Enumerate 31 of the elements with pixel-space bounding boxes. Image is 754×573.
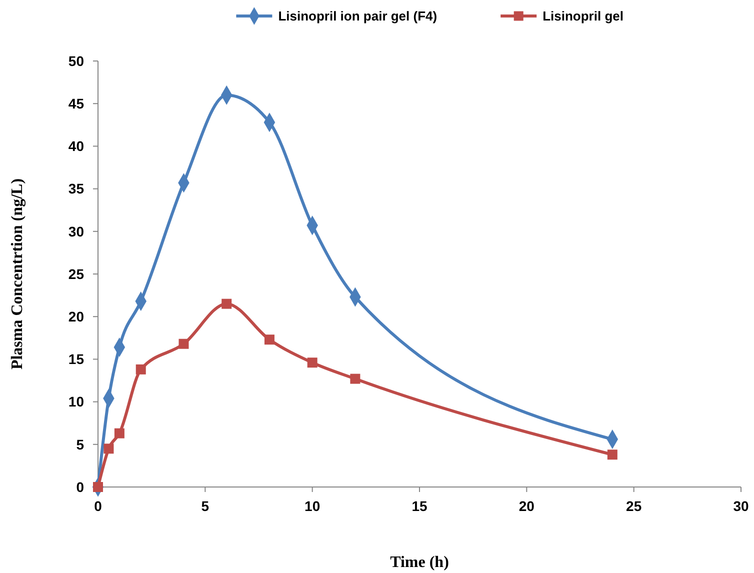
point (350, 374, 360, 384)
point (307, 358, 318, 368)
point (264, 334, 274, 345)
x-tick-label: 5 (201, 498, 210, 514)
x-tick-label: 30 (733, 498, 749, 514)
y-axis-title: Plasma Concentrtion (ng/L) (9, 178, 26, 370)
point (114, 428, 124, 438)
y-tick-label: 30 (68, 223, 84, 240)
legend-label: Lisinopril ion pair gel (F4) (278, 8, 438, 24)
x-tick-label: 25 (626, 498, 642, 514)
legend-label: Lisinopril gel (542, 8, 624, 24)
y-tick-label: 20 (68, 308, 84, 324)
point (222, 298, 232, 309)
point (607, 450, 618, 460)
y-tick-label: 45 (68, 96, 84, 112)
y-tick-label: 0 (76, 478, 84, 495)
x-axis-title: Time (h) (390, 554, 449, 571)
x-tick-label: 20 (518, 498, 535, 514)
y-tick-label: 50 (68, 52, 84, 69)
point (104, 444, 114, 454)
x-tick-label: 15 (412, 498, 428, 514)
x-tick-label: 0 (94, 498, 102, 514)
y-tick-label: 5 (76, 436, 84, 452)
x-tick-label: 10 (304, 498, 320, 514)
point (178, 338, 189, 349)
y-tick-label: 25 (68, 266, 84, 282)
point (136, 364, 146, 374)
y-tick-label: 35 (68, 180, 84, 197)
y-tick-label: 15 (68, 351, 84, 368)
y-tick-label: 40 (68, 138, 84, 154)
y-tick-label: 10 (68, 394, 84, 410)
